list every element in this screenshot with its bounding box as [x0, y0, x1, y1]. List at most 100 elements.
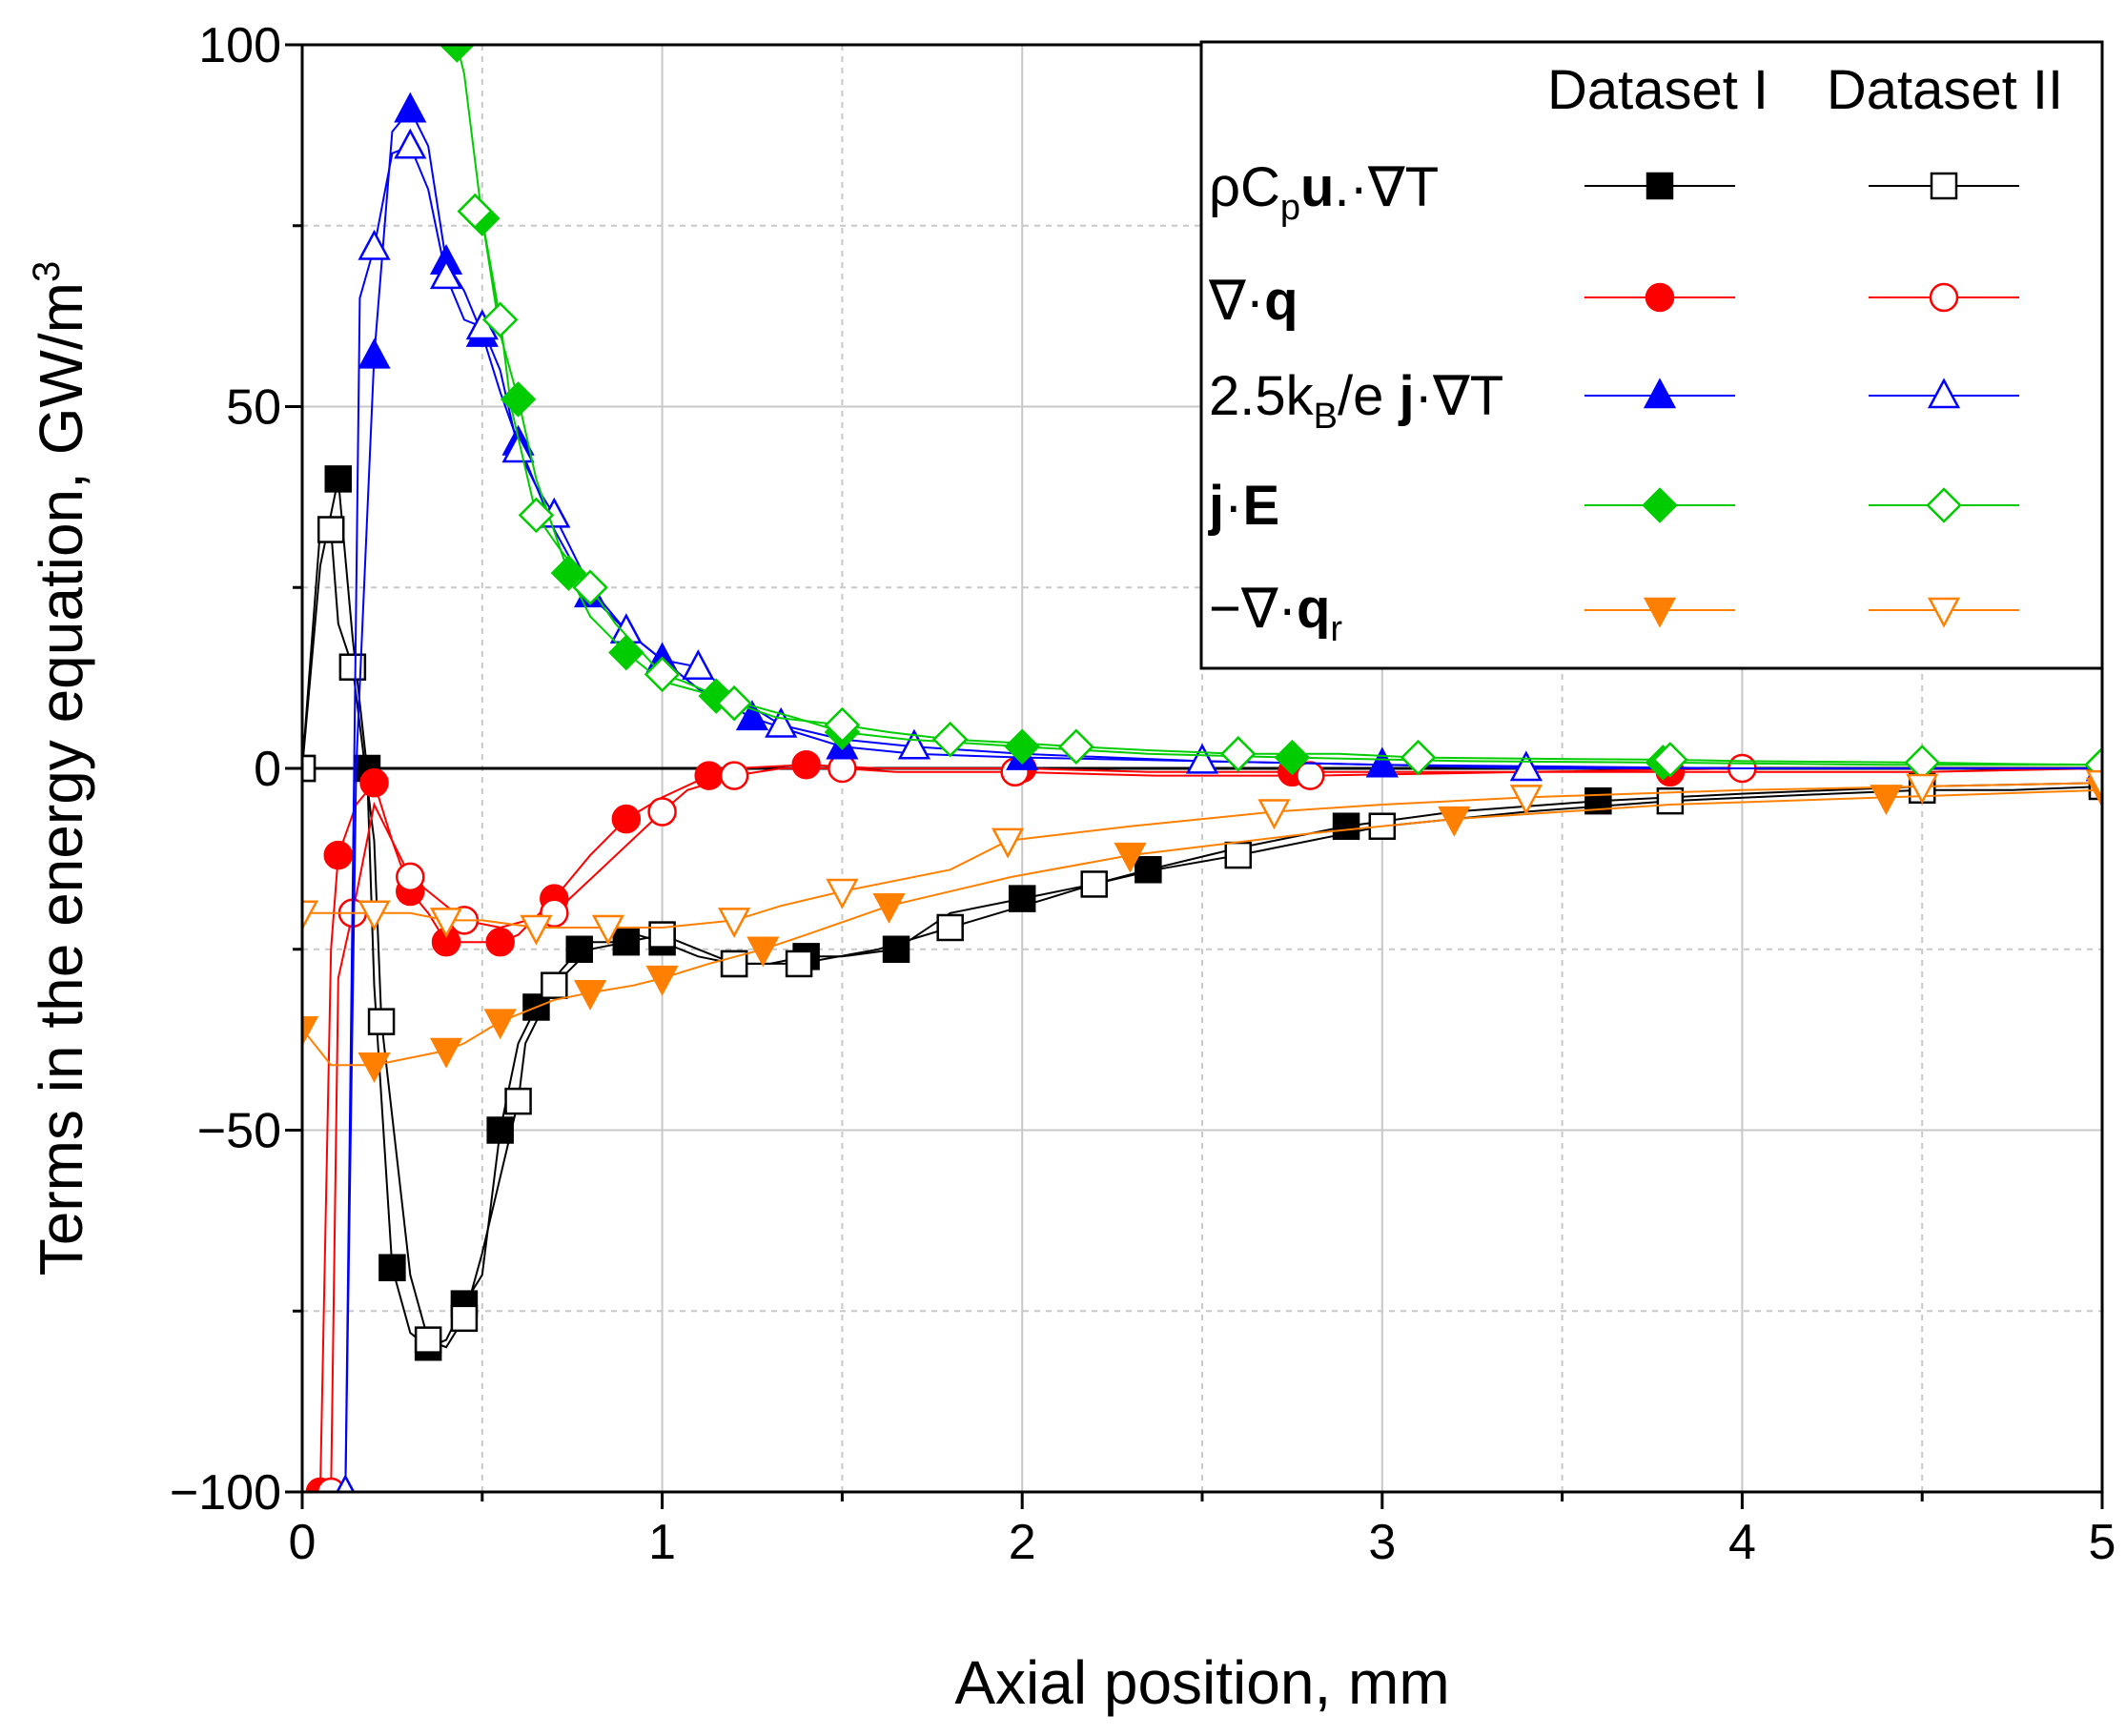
data-point: [1224, 841, 1253, 869]
series-group: [302, 45, 2102, 1492]
data-point: [394, 92, 427, 123]
legend-header-dataset-1: Dataset I: [1547, 59, 1768, 121]
data-point: [1080, 870, 1108, 898]
data-point: [483, 1009, 517, 1040]
legend-marker-dataset-2: [1927, 378, 1961, 409]
data-point: [1008, 885, 1036, 912]
data-point: [457, 193, 494, 230]
data-point: [394, 128, 427, 159]
data-point: [785, 950, 813, 978]
data-point: [520, 914, 553, 946]
data-point: [720, 950, 748, 978]
legend-label-enthalpy-transport: 2.5kB/e j·∇T: [1209, 365, 1503, 437]
legend-label-joule-heating: j·E: [1208, 475, 1279, 537]
data-point: [358, 229, 391, 260]
data-point: [1906, 773, 1939, 805]
data-point: [647, 797, 677, 827]
data-point: [336, 1474, 356, 1492]
data-point: [378, 1254, 406, 1281]
legend-label-rad-sub: r: [1330, 609, 1342, 649]
data-point: [414, 1326, 442, 1354]
data-point: [746, 936, 780, 968]
legend-label-convection-a: ρC: [1209, 156, 1280, 218]
legend-label-divq-q: q: [1264, 270, 1298, 332]
data-point: [1652, 742, 1688, 778]
data-point: [1219, 736, 1257, 772]
y-tick-label: −50: [197, 1104, 281, 1159]
data-point: [1400, 739, 1437, 776]
legend-marker-dataset-2: [1927, 597, 1961, 628]
y-tick-label: 0: [254, 742, 281, 797]
y-tick-label: 50: [226, 380, 281, 436]
y-axis-title-text: Terms in the energy equation, GW/m: [27, 282, 95, 1276]
legend-label-joule-e: E: [1242, 475, 1279, 537]
x-tick-label: 3: [1368, 1515, 1396, 1570]
legend-label-enth-j: j: [1399, 365, 1415, 427]
data-point: [1185, 743, 1219, 774]
legend-samples: [1584, 172, 2019, 628]
data-point: [1870, 785, 1903, 816]
legend-label-rad-a: −∇·: [1209, 578, 1297, 640]
data-point: [645, 965, 679, 996]
data-point: [735, 700, 769, 731]
data-point: [1058, 728, 1094, 765]
x-axis-title: Axial position, mm: [954, 1648, 1449, 1717]
legend-marker-dataset-1: [1643, 378, 1677, 409]
data-point: [1509, 785, 1543, 816]
legend-box: [1199, 40, 2104, 670]
data-point: [450, 1304, 479, 1333]
data-point: [716, 684, 752, 722]
legend-label-enth-sub: B: [1314, 397, 1338, 437]
data-point: [485, 927, 515, 957]
data-point: [1274, 739, 1311, 776]
data-point: [518, 497, 555, 534]
data-point: [872, 892, 906, 924]
legend-label-enth-e: ·∇T: [1415, 365, 1504, 427]
legend-label-joule-dot: ·: [1224, 475, 1242, 537]
x-tick-label: 2: [1009, 1515, 1036, 1570]
data-point: [718, 908, 751, 939]
series-rad-dataset-2: [302, 769, 2102, 946]
y-axis-title-superscript: 3: [26, 261, 68, 282]
data-point: [359, 767, 389, 798]
legend-marker-dataset-1: [1646, 172, 1674, 200]
legend-marker-dataset-1: [1642, 487, 1678, 523]
data-point: [694, 761, 724, 790]
data-point: [323, 840, 354, 870]
data-point: [791, 749, 821, 780]
data-point: [358, 337, 391, 369]
data-point: [572, 569, 608, 606]
legend-label-heat-flux-divergence: ∇·q: [1208, 270, 1298, 332]
series-line: [302, 788, 2102, 1067]
data-point: [765, 706, 798, 738]
legend-label-convection-d: .·∇T: [1334, 156, 1439, 218]
series-line: [474, 210, 2102, 766]
data-point: [367, 1008, 396, 1035]
data-point: [611, 804, 642, 834]
data-point: [302, 1015, 319, 1047]
legend-marker-dataset-2: [1926, 487, 1962, 523]
data-point: [591, 914, 625, 946]
y-tick-label: 100: [198, 18, 281, 73]
data-point: [429, 1037, 463, 1069]
data-point: [358, 1052, 391, 1083]
data-point: [1332, 812, 1360, 840]
data-point: [573, 980, 607, 1011]
data-point: [1509, 750, 1543, 782]
x-tick-label: 5: [2089, 1515, 2116, 1570]
data-point: [486, 1116, 514, 1144]
data-point: [324, 465, 353, 493]
data-point: [302, 900, 319, 931]
data-point: [550, 555, 587, 591]
data-point: [682, 649, 715, 680]
data-point: [936, 913, 964, 942]
data-point: [500, 381, 537, 418]
data-point: [396, 862, 425, 892]
x-tick-label: 4: [1728, 1515, 1756, 1570]
data-point: [897, 728, 931, 760]
data-point: [439, 45, 476, 63]
data-point: [719, 761, 749, 790]
data-point: [565, 935, 594, 963]
series-line: [318, 764, 2102, 1492]
data-point: [2085, 769, 2102, 801]
